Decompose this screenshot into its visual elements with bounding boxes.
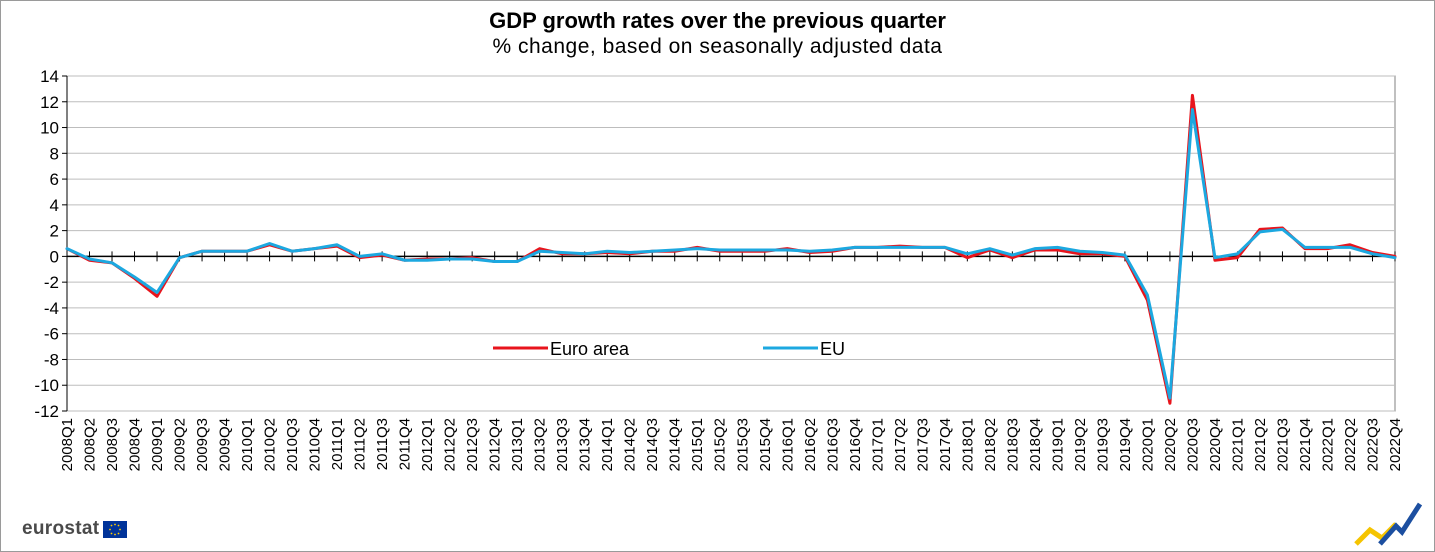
x-tick-label-14: 2011Q3 xyxy=(374,418,391,470)
x-axis-ticks: 2008Q1 2008Q2 2008Q3 2008Q4 2009Q1 2009Q2 2009… xyxy=(59,251,1404,471)
series-line-eu xyxy=(65,108,1397,400)
x-tick-label-7: 2009Q4 xyxy=(217,418,234,471)
x-tick-label-22: 2013Q3 xyxy=(554,418,571,471)
eurostat-corner-mark-icon xyxy=(1354,502,1423,546)
x-tick-label-50: 2020Q3 xyxy=(1184,418,1201,471)
y-tick-label-4: 6 xyxy=(50,170,59,189)
x-tick-label-20: 2013Q1 xyxy=(509,418,526,471)
x-tick-label-25: 2014Q2 xyxy=(622,418,639,471)
x-tick-label-1: 2008Q2 xyxy=(82,418,99,471)
x-tick-label-27: 2014Q4 xyxy=(667,418,684,471)
x-tick-label-5: 2009Q2 xyxy=(172,418,189,471)
x-tick-label-30: 2015Q3 xyxy=(734,418,751,471)
x-tick-label-0: 2008Q1 xyxy=(59,418,76,471)
x-tick-label-15: 2011Q4 xyxy=(397,418,414,470)
x-tick-label-42: 2018Q3 xyxy=(1004,418,1021,471)
gridlines xyxy=(67,75,1395,412)
legend-label-0: Euro area xyxy=(550,339,630,359)
x-tick-label-33: 2016Q2 xyxy=(802,418,819,471)
x-tick-label-36: 2017Q1 xyxy=(869,418,886,471)
x-tick-label-17: 2012Q2 xyxy=(442,418,459,471)
x-tick-label-3: 2008Q4 xyxy=(127,418,144,471)
x-tick-label-21: 2013Q2 xyxy=(532,418,549,471)
x-tick-label-58: 2022Q3 xyxy=(1364,418,1381,471)
x-tick-label-13: 2011Q2 xyxy=(352,418,369,470)
x-tick-label-41: 2018Q2 xyxy=(982,418,999,471)
x-tick-label-53: 2021Q2 xyxy=(1252,418,1269,471)
x-tick-label-45: 2019Q2 xyxy=(1072,418,1089,471)
logo-text: eurostat xyxy=(22,518,100,539)
y-tick-label-10: -6 xyxy=(44,325,59,344)
x-tick-label-49: 2020Q2 xyxy=(1162,418,1179,471)
x-tick-label-47: 2019Q4 xyxy=(1117,418,1134,471)
x-tick-label-2: 2008Q3 xyxy=(104,418,121,471)
y-tick-label-1: 12 xyxy=(40,93,59,112)
x-tick-label-56: 2022Q1 xyxy=(1319,418,1336,471)
y-tick-label-9: -4 xyxy=(44,299,59,318)
y-tick-label-7: 0 xyxy=(50,247,59,266)
x-tick-label-44: 2019Q1 xyxy=(1049,418,1066,471)
x-tick-label-46: 2019Q3 xyxy=(1094,418,1111,471)
x-tick-label-38: 2017Q3 xyxy=(914,418,931,471)
chart-title: GDP growth rates over the previous quart… xyxy=(489,8,946,33)
legend: Euro area EU xyxy=(493,339,845,359)
y-tick-label-12: -10 xyxy=(34,376,59,395)
x-tick-label-12: 2011Q1 xyxy=(329,418,346,470)
eurostat-logo: eurostat xyxy=(22,518,128,540)
y-tick-label-5: 4 xyxy=(50,196,59,215)
eu-flag-icon xyxy=(103,520,128,538)
series-lines xyxy=(65,93,1397,405)
x-tick-label-55: 2021Q4 xyxy=(1297,418,1314,471)
x-tick-label-54: 2021Q3 xyxy=(1274,418,1291,471)
x-tick-label-9: 2010Q2 xyxy=(262,418,279,471)
x-tick-label-26: 2014Q3 xyxy=(644,418,661,471)
x-tick-label-23: 2013Q4 xyxy=(577,418,594,471)
x-tick-label-52: 2021Q1 xyxy=(1229,418,1246,471)
y-tick-label-13: -12 xyxy=(34,402,59,421)
y-tick-label-8: -2 xyxy=(44,273,59,292)
x-tick-label-51: 2020Q4 xyxy=(1207,418,1224,471)
x-tick-label-29: 2015Q2 xyxy=(712,418,729,471)
x-tick-label-59: 2022Q4 xyxy=(1387,418,1404,471)
x-tick-label-28: 2015Q1 xyxy=(689,418,706,471)
x-tick-label-19: 2012Q4 xyxy=(487,418,504,471)
x-tick-label-4: 2009Q1 xyxy=(149,418,166,471)
y-tick-label-3: 8 xyxy=(50,144,59,163)
x-tick-label-35: 2016Q4 xyxy=(847,418,864,471)
y-tick-label-0: 14 xyxy=(40,67,59,86)
y-tick-label-2: 10 xyxy=(40,119,59,138)
x-tick-label-57: 2022Q2 xyxy=(1342,418,1359,471)
y-tick-label-11: -8 xyxy=(44,350,59,369)
x-tick-label-16: 2012Q1 xyxy=(419,418,436,471)
x-tick-label-37: 2017Q2 xyxy=(892,418,909,471)
x-tick-label-31: 2015Q4 xyxy=(757,418,774,471)
x-tick-label-40: 2018Q1 xyxy=(959,418,976,471)
x-tick-label-18: 2012Q3 xyxy=(464,418,481,471)
y-axis-ticks: 14 12 10 8 6 4 2 0 -2 -4 -6 -8 -10 -12 xyxy=(34,67,67,421)
x-tick-label-8: 2010Q1 xyxy=(239,418,256,471)
axes xyxy=(66,76,1395,411)
y-tick-label-6: 2 xyxy=(50,222,59,241)
x-tick-label-6: 2009Q3 xyxy=(194,418,211,471)
x-tick-label-32: 2016Q1 xyxy=(779,418,796,471)
chart-subtitle: % change, based on seasonally adjusted d… xyxy=(492,35,943,58)
legend-label-1: EU xyxy=(820,339,845,359)
x-tick-label-11: 2010Q4 xyxy=(307,418,324,471)
x-tick-label-48: 2020Q1 xyxy=(1139,418,1156,471)
x-tick-label-34: 2016Q3 xyxy=(824,418,841,471)
x-tick-label-24: 2014Q1 xyxy=(599,418,616,471)
x-tick-label-10: 2010Q3 xyxy=(284,418,301,471)
x-tick-label-43: 2018Q4 xyxy=(1027,418,1044,471)
x-tick-label-39: 2017Q4 xyxy=(937,418,954,471)
